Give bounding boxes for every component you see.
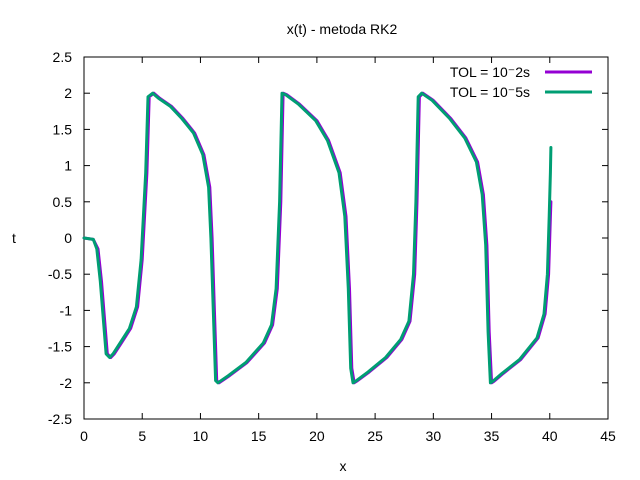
- y-tick-label: 0: [64, 230, 72, 246]
- y-tick-label: 1: [64, 158, 72, 174]
- x-tick-label: 25: [367, 428, 383, 444]
- y-axis: -2.5 -2 -1.5 -1 -0.5 0 0.5 1 1.5 2 2.5: [48, 49, 608, 427]
- x-tick-label: 20: [309, 428, 325, 444]
- legend-label: TOL = 10⁻5s: [450, 84, 530, 100]
- y-tick-label: 2: [64, 85, 72, 101]
- y-tick-label: 2.5: [53, 49, 73, 65]
- x-tick-label: 0: [80, 428, 88, 444]
- y-axis-label: t: [12, 230, 16, 246]
- y-tick-label: -1.5: [48, 339, 72, 355]
- y-tick-label: -2: [60, 375, 73, 391]
- y-tick-label: 0.5: [53, 194, 73, 210]
- legend: TOL = 10⁻2s TOL = 10⁻5s: [450, 64, 592, 100]
- x-tick-label: 40: [542, 428, 558, 444]
- chart-title: x(t) - metoda RK2: [287, 21, 398, 37]
- y-tick-label: -2.5: [48, 411, 72, 427]
- x-tick-label: 35: [484, 428, 500, 444]
- series-layer: [82, 91, 553, 385]
- y-tick-label: 1.5: [53, 121, 73, 137]
- x-tick-label: 45: [600, 428, 616, 444]
- legend-label: TOL = 10⁻2s: [450, 64, 530, 80]
- series-line-1: [82, 91, 553, 385]
- x-tick-label: 5: [138, 428, 146, 444]
- y-tick-label: -0.5: [48, 266, 72, 282]
- x-tick-label: 10: [193, 428, 209, 444]
- x-axis: 0 5 10 15 20 25 30 35 40 45: [80, 57, 616, 444]
- x-tick-label: 30: [426, 428, 442, 444]
- series-line-2: [82, 91, 553, 385]
- x-tick-label: 15: [251, 428, 267, 444]
- y-tick-label: -1: [60, 302, 73, 318]
- x-axis-label: x: [340, 458, 347, 474]
